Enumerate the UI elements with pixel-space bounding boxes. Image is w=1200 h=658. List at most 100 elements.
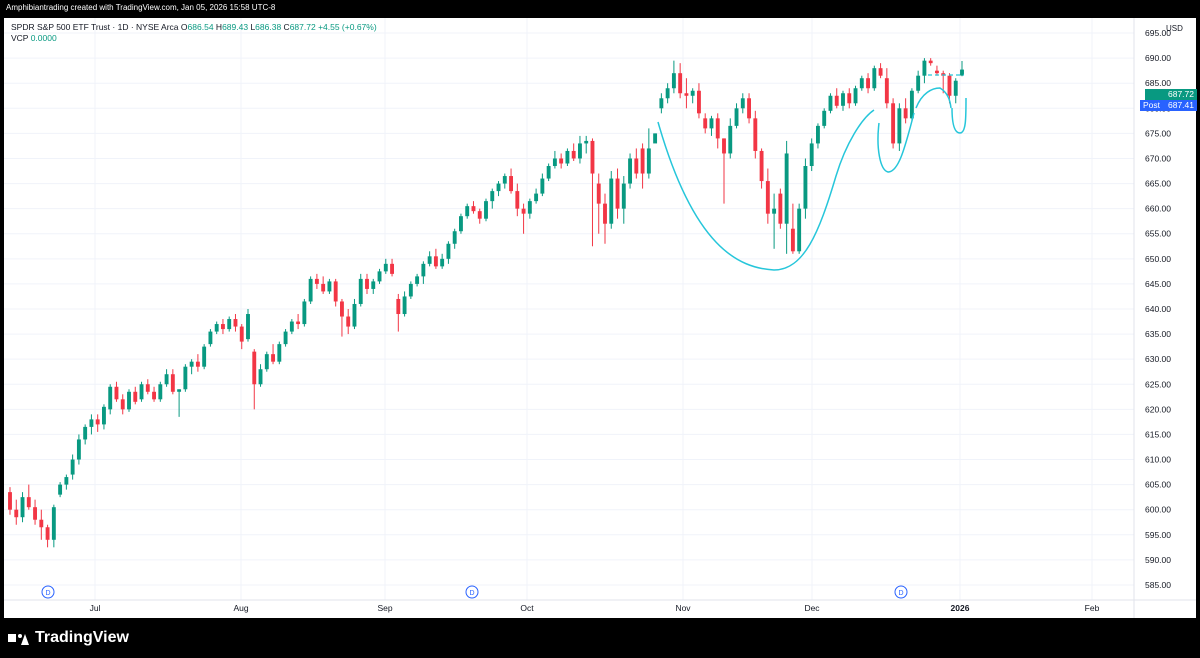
price-tick-label: 605.00 [1145,480,1171,490]
candle-body [953,80,958,96]
candle [89,414,94,435]
candle-body [239,326,244,342]
candle-body [684,93,689,96]
candle-body [277,344,282,362]
candle [402,291,407,317]
candle [296,314,301,330]
low-value: 686.38 [255,22,282,32]
candle-body [396,298,401,315]
candle [953,78,958,104]
candle [452,228,457,249]
open-value: 686.54 [187,22,214,32]
candle [891,98,896,149]
candle [628,153,632,189]
price-tick-label: 595.00 [1145,530,1171,540]
legend-row-ohlc: SPDR S&P 500 ETF Trust · 1D · NYSE Arca … [11,22,377,33]
candle-body [665,88,670,99]
candlestick-chart[interactable]: 585.00 590.00 595.00 600.00 605.00 610.00 615.… [4,18,1196,618]
candle-body [828,95,833,111]
chart-panel[interactable]: 585.00 590.00 595.00 600.00 605.00 610.00 615.… [4,18,1197,618]
candle-body [559,158,564,164]
candle [145,379,150,395]
candle [728,118,733,159]
price-tick-label: 610.00 [1145,455,1171,465]
price-tick-label: 675.00 [1145,128,1171,138]
high-value: 689.43 [222,22,249,32]
candle [289,319,294,335]
candle [772,193,777,249]
candle [415,273,420,287]
price-tick-label: 645.00 [1145,279,1171,289]
candle-body [471,206,476,212]
candle-body [546,166,551,179]
dividend-marker[interactable]: D [894,585,908,599]
candle-body [352,303,357,327]
candle-body [803,166,808,209]
candle-body [521,208,526,214]
tradingview-logo-icon [8,631,30,645]
candle-body [903,108,908,119]
post-price-badge: Post 687.41 [1140,100,1197,111]
candle-body [765,181,770,214]
candle [390,258,394,277]
candle-body [446,243,451,259]
candle [671,60,676,94]
candle-body [296,321,301,325]
candle-body [452,231,457,244]
candle-body [252,351,257,385]
candle [822,108,827,129]
indicator-name: VCP [11,33,29,43]
candle-body [615,178,620,209]
candle-body [327,281,332,292]
candle [64,474,69,490]
close-label: C [283,22,290,32]
price-tick-label: 590.00 [1145,555,1171,565]
candle [684,78,689,109]
dividend-marker[interactable]: D [465,585,479,599]
candle [340,298,344,337]
candle [139,381,144,402]
candle [321,276,326,294]
candle [603,193,607,244]
candle [753,110,758,159]
candle [465,203,470,219]
price-tick-label: 685.00 [1145,78,1171,88]
candle [233,314,238,332]
candle-body [859,78,864,89]
candle [45,524,50,548]
candle-body [578,143,582,159]
price-tick-label: 665.00 [1145,179,1171,189]
candle-body [671,73,676,89]
candle-body [321,283,326,292]
candle-body [841,93,845,106]
candle [433,248,438,269]
candle-body [221,324,225,330]
footer-brand[interactable]: TradingView [8,628,129,648]
candle [722,138,726,204]
candle-body [114,386,119,400]
candle [484,198,488,222]
candle [565,148,570,167]
candle [778,188,783,229]
candle [866,73,870,94]
candle [246,309,250,342]
candle [960,60,964,77]
candle-body [289,321,294,332]
candle-body [170,374,175,392]
attribution-text: Amphibiantrading created with TradingVie… [6,3,276,12]
candle [152,386,156,402]
time-scale[interactable]: Jul Aug Sep Oct Nov Dec 2026 Feb [90,603,1100,613]
candle [646,128,651,179]
candle [678,63,683,99]
candle-body [233,319,238,327]
candle [841,90,845,111]
high-label: H [215,22,223,32]
candle [715,113,720,149]
candle [872,65,877,91]
candle-body [659,98,664,109]
candle-body [847,93,852,104]
candle [327,278,332,294]
candle [596,173,601,234]
candle-body [909,90,914,119]
dividend-marker[interactable]: D [41,585,55,599]
